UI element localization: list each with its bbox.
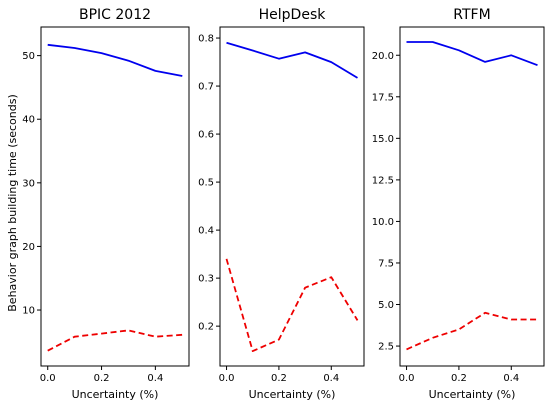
y-tick-label-bpic-2012: 10 — [22, 306, 35, 317]
x-tick-label-bpic-2012: 0.2 — [94, 373, 110, 384]
y-axis-label: Behavior graph building time (seconds) — [6, 94, 19, 312]
series-line-bpic-2012-solid — [47, 43, 183, 77]
y-tick-label-bpic-2012: 40 — [22, 115, 35, 126]
x-axis-label-rtfm: Uncertainty (%) — [429, 388, 516, 401]
y-tick-label-rtfm: 10.0 — [372, 217, 394, 228]
panel-rtfm: RTFM 0.0 0.2 0.4 2.5 5.0 7.5 10.0 12.5 15.0 17.5 20… — [372, 7, 545, 401]
chart-title-bpic-2012: BPIC 2012 — [79, 7, 151, 23]
y-tick-label-helpdesk: 0.8 — [198, 34, 214, 45]
y-tick-label-helpdesk: 0.7 — [198, 82, 214, 93]
y-tick-label-rtfm: 2.5 — [378, 342, 394, 353]
x-tick-label-bpic-2012: 0.4 — [147, 373, 163, 384]
x-tick-label-rtfm: 0.0 — [399, 373, 415, 384]
series-line-rtfm-solid — [406, 41, 538, 67]
y-tick-label-rtfm: 15.0 — [372, 134, 394, 145]
y-tick-label-helpdesk: 0.4 — [198, 226, 214, 237]
y-tick-label-helpdesk: 0.5 — [198, 178, 214, 189]
x-tick-label-bpic-2012: 0.0 — [40, 373, 56, 384]
x-tick-label-rtfm: 0.2 — [451, 373, 467, 384]
y-tick-label-bpic-2012: 50 — [22, 51, 35, 62]
axes-frame-helpdesk — [219, 26, 365, 367]
y-tick-label-rtfm: 17.5 — [372, 92, 394, 103]
chart-title-helpdesk: HelpDesk — [259, 7, 327, 23]
x-tick-label-helpdesk: 0.2 — [271, 373, 287, 384]
y-tick-label-helpdesk: 0.6 — [198, 130, 214, 141]
series-line-rtfm-dashed — [406, 311, 538, 351]
y-tick-label-rtfm: 12.5 — [372, 175, 394, 186]
panel-helpdesk: HelpDesk 0.0 0.2 0.4 0.2 0.3 0.4 0.5 0.6 0.7 0.8 Un… — [198, 7, 365, 401]
series-line-helpdesk-dashed — [225, 258, 359, 353]
panels: BPIC 2012 0.0 0.2 0.4 10 20 30 40 50 Uncertainty … — [22, 7, 545, 401]
y-tick-label-rtfm: 5.0 — [378, 300, 394, 311]
axes-frame-rtfm — [399, 26, 545, 367]
x-tick-label-rtfm: 0.4 — [503, 373, 519, 384]
x-axis-label-bpic-2012: Uncertainty (%) — [72, 388, 159, 401]
series-line-helpdesk-solid — [226, 41, 358, 79]
y-tick-label-rtfm: 20.0 — [372, 51, 394, 62]
y-tick-label-helpdesk: 0.3 — [198, 274, 214, 285]
y-tick-label-bpic-2012: 30 — [22, 178, 35, 189]
y-tick-label-rtfm: 7.5 — [378, 258, 394, 269]
y-tick-label-helpdesk: 0.2 — [198, 322, 214, 333]
y-tick-label-bpic-2012: 20 — [22, 242, 35, 253]
series-line-bpic-2012-dashed — [47, 329, 183, 352]
panel-bpic-2012: BPIC 2012 0.0 0.2 0.4 10 20 30 40 50 Uncertainty … — [22, 7, 190, 401]
x-tick-label-helpdesk: 0.0 — [219, 373, 235, 384]
axes-frame-bpic-2012 — [40, 26, 190, 367]
chart-title-rtfm: RTFM — [453, 7, 490, 23]
x-tick-label-helpdesk: 0.4 — [323, 373, 339, 384]
x-axis-label-helpdesk: Uncertainty (%) — [249, 388, 336, 401]
